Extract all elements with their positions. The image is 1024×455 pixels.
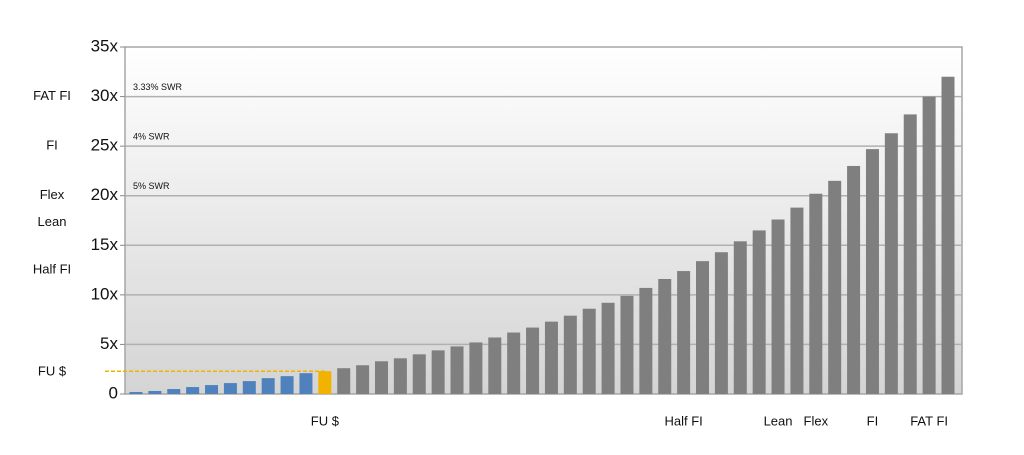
bar bbox=[696, 261, 710, 394]
bar bbox=[790, 207, 804, 394]
x-tick-label: Lean bbox=[764, 413, 793, 428]
plot-area bbox=[124, 46, 963, 395]
bar bbox=[865, 149, 879, 394]
y-tick-label: 20x bbox=[91, 185, 119, 204]
bar bbox=[129, 392, 143, 394]
milestone-label: FI bbox=[46, 138, 58, 153]
x-tick-label: Half FI bbox=[664, 413, 702, 428]
bar bbox=[601, 302, 615, 394]
bar bbox=[563, 315, 577, 394]
bar bbox=[167, 389, 181, 394]
bar bbox=[242, 381, 256, 394]
bar bbox=[507, 332, 521, 394]
bar bbox=[318, 371, 332, 394]
bar bbox=[280, 376, 294, 394]
bar bbox=[582, 308, 596, 394]
bar bbox=[337, 368, 351, 394]
y-tick-label: 5x bbox=[100, 334, 118, 353]
bar bbox=[148, 391, 162, 394]
bar bbox=[450, 346, 464, 394]
y-tick-label: 35x bbox=[91, 36, 119, 55]
bar bbox=[205, 385, 219, 394]
bar bbox=[393, 358, 407, 394]
bar bbox=[922, 96, 936, 395]
bar bbox=[828, 180, 842, 394]
bar bbox=[261, 378, 275, 394]
swr-annotation: 5% SWR bbox=[133, 181, 170, 191]
milestone-label: FAT FI bbox=[33, 88, 71, 103]
y-tick-label: 25x bbox=[91, 136, 119, 155]
bar bbox=[677, 271, 691, 394]
x-tick-label: FAT FI bbox=[910, 413, 948, 428]
bar bbox=[299, 373, 313, 394]
bar bbox=[752, 230, 766, 394]
y-tick-label: 0 bbox=[109, 383, 118, 402]
bar bbox=[469, 342, 483, 394]
bar bbox=[488, 337, 502, 394]
x-tick-label: FI bbox=[867, 413, 879, 428]
bar bbox=[431, 350, 445, 394]
y-tick-label: 15x bbox=[91, 235, 119, 254]
bar bbox=[223, 383, 237, 394]
x-tick-label: FU $ bbox=[311, 413, 340, 428]
bar bbox=[356, 365, 370, 394]
x-tick-label: Flex bbox=[804, 413, 829, 428]
milestone-label: Half FI bbox=[33, 262, 71, 277]
bar bbox=[941, 76, 955, 394]
y-tick-label: 30x bbox=[91, 86, 119, 105]
bar bbox=[884, 133, 898, 395]
bar bbox=[903, 114, 917, 394]
bar bbox=[714, 252, 728, 394]
bar bbox=[809, 193, 823, 394]
bar bbox=[620, 295, 634, 394]
bar bbox=[771, 219, 785, 394]
bar bbox=[526, 327, 540, 394]
swr-annotation: 4% SWR bbox=[133, 132, 170, 142]
swr-annotation: 3.33% SWR bbox=[133, 82, 183, 92]
y-tick-label: 10x bbox=[91, 284, 119, 303]
milestone-label: Lean bbox=[38, 214, 67, 229]
bar bbox=[186, 387, 200, 394]
bar bbox=[374, 361, 388, 394]
bar bbox=[847, 165, 861, 394]
bar bbox=[412, 354, 426, 394]
bar bbox=[639, 287, 653, 394]
bar bbox=[733, 241, 747, 394]
milestone-label: Flex bbox=[40, 187, 65, 202]
bar bbox=[658, 278, 672, 394]
bar bbox=[544, 321, 558, 394]
milestone-label: FU $ bbox=[38, 364, 67, 379]
